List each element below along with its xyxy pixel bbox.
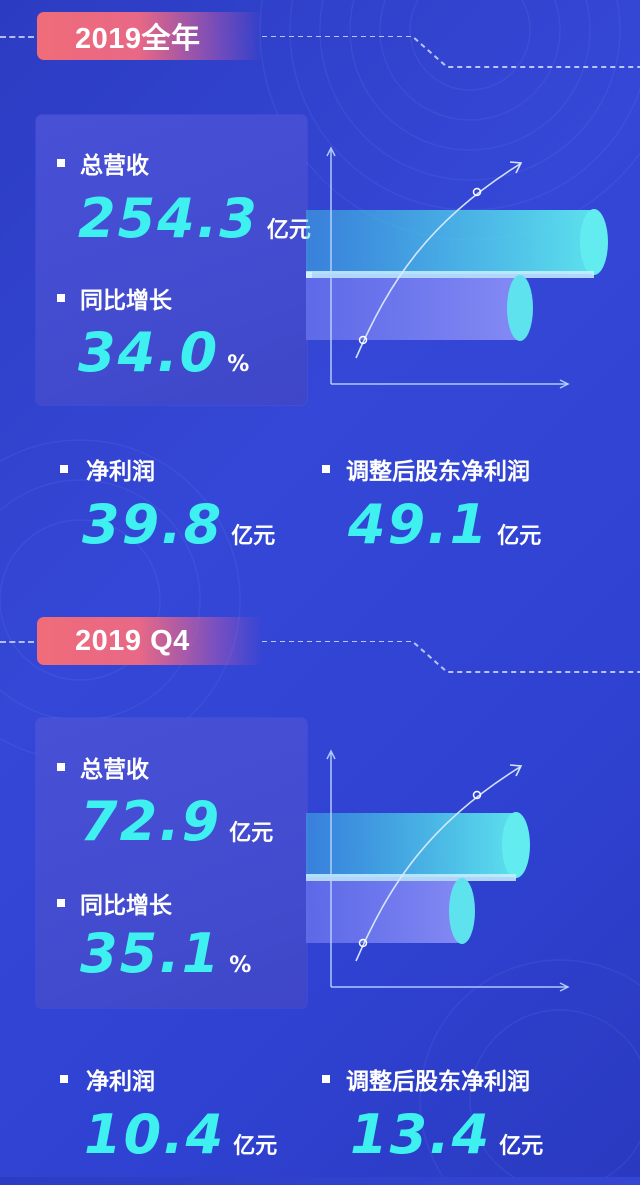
period-tag: 2019 Q4: [37, 617, 263, 665]
section-2019-q4: 2019 Q4 总营收 72.9 亿元 同比增长 35.1 %: [0, 605, 640, 1185]
period-tag-label: 2019 Q4: [75, 624, 190, 657]
growth-chart-illustration: [306, 749, 570, 992]
bullet-icon: [322, 1075, 330, 1083]
yoy-growth-value: 34.0 %: [78, 326, 249, 380]
net-profit-value: 10.4 亿元: [84, 1108, 277, 1162]
trend-point: [472, 187, 482, 197]
divider-right: [262, 36, 640, 68]
bullet-icon: [322, 465, 330, 473]
trend-point: [358, 938, 368, 948]
divider-left: [0, 36, 34, 38]
adjusted-net-profit-number: 49.1: [348, 493, 490, 556]
net-profit-value: 39.8 亿元: [82, 498, 275, 552]
bullet-icon: [57, 899, 65, 907]
divider-left: [0, 641, 34, 643]
revenue-panel: [36, 718, 307, 1008]
trend-curve: [355, 766, 521, 962]
yoy-growth-unit: %: [229, 953, 252, 978]
growth-bar: [306, 881, 462, 943]
period-tag: 2019全年: [37, 12, 263, 60]
adjusted-net-profit-value: 49.1 亿元: [348, 498, 541, 552]
net-profit-label: 净利润: [86, 1069, 155, 1095]
yoy-growth-number: 35.1: [80, 922, 222, 985]
revenue-bar: [306, 813, 516, 877]
total-revenue-label: 总营收: [80, 153, 149, 179]
bullet-icon: [60, 465, 68, 473]
adjusted-net-profit-unit: 亿元: [499, 1134, 544, 1159]
divider-right: [262, 641, 640, 673]
net-profit-number: 10.4: [84, 1103, 226, 1166]
net-profit-unit: 亿元: [233, 1134, 278, 1159]
total-revenue-label: 总营收: [80, 757, 149, 783]
net-profit-unit: 亿元: [231, 524, 276, 549]
trend-point: [358, 335, 368, 345]
total-revenue-number: 254.3: [78, 187, 259, 250]
adjusted-net-profit-unit: 亿元: [497, 524, 542, 549]
net-profit-number: 39.8: [82, 493, 224, 556]
adjusted-net-profit-number: 13.4: [350, 1103, 492, 1166]
total-revenue-number: 72.9: [80, 790, 222, 853]
net-profit-label: 净利润: [86, 459, 155, 485]
growth-bar: [306, 278, 520, 340]
yoy-growth-number: 34.0: [78, 321, 220, 384]
section-2019-full-year: 2019全年 总营收 254.3 亿元 同比增长 34.0 %: [0, 0, 640, 580]
yoy-growth-label: 同比增长: [80, 893, 172, 919]
adjusted-net-profit-label: 调整后股东净利润: [346, 1069, 530, 1095]
trend-curve: [355, 163, 521, 359]
total-revenue-unit: 亿元: [229, 821, 274, 846]
adjusted-net-profit-value: 13.4 亿元: [350, 1108, 543, 1162]
period-tag-label: 2019全年: [75, 23, 201, 55]
bullet-icon: [60, 1075, 68, 1083]
adjusted-net-profit-label: 调整后股东净利润: [346, 459, 530, 485]
trend-point: [472, 790, 482, 800]
yoy-growth-value: 35.1 %: [80, 927, 251, 981]
yoy-growth-unit: %: [227, 352, 250, 377]
growth-chart-illustration: [306, 146, 608, 389]
revenue-panel: [36, 115, 307, 405]
revenue-bar-cap: [502, 812, 530, 878]
growth-bar-cap: [449, 878, 475, 944]
bullet-icon: [57, 763, 65, 771]
bullet-icon: [57, 294, 65, 302]
bullet-icon: [57, 159, 65, 167]
growth-bar-cap: [507, 275, 533, 341]
revenue-bar: [306, 210, 594, 274]
total-revenue-unit: 亿元: [266, 218, 311, 243]
total-revenue-value: 254.3 亿元: [78, 192, 311, 246]
revenue-bar-cap: [580, 209, 608, 275]
total-revenue-value: 72.9 亿元: [80, 795, 273, 849]
yoy-growth-label: 同比增长: [80, 288, 172, 314]
